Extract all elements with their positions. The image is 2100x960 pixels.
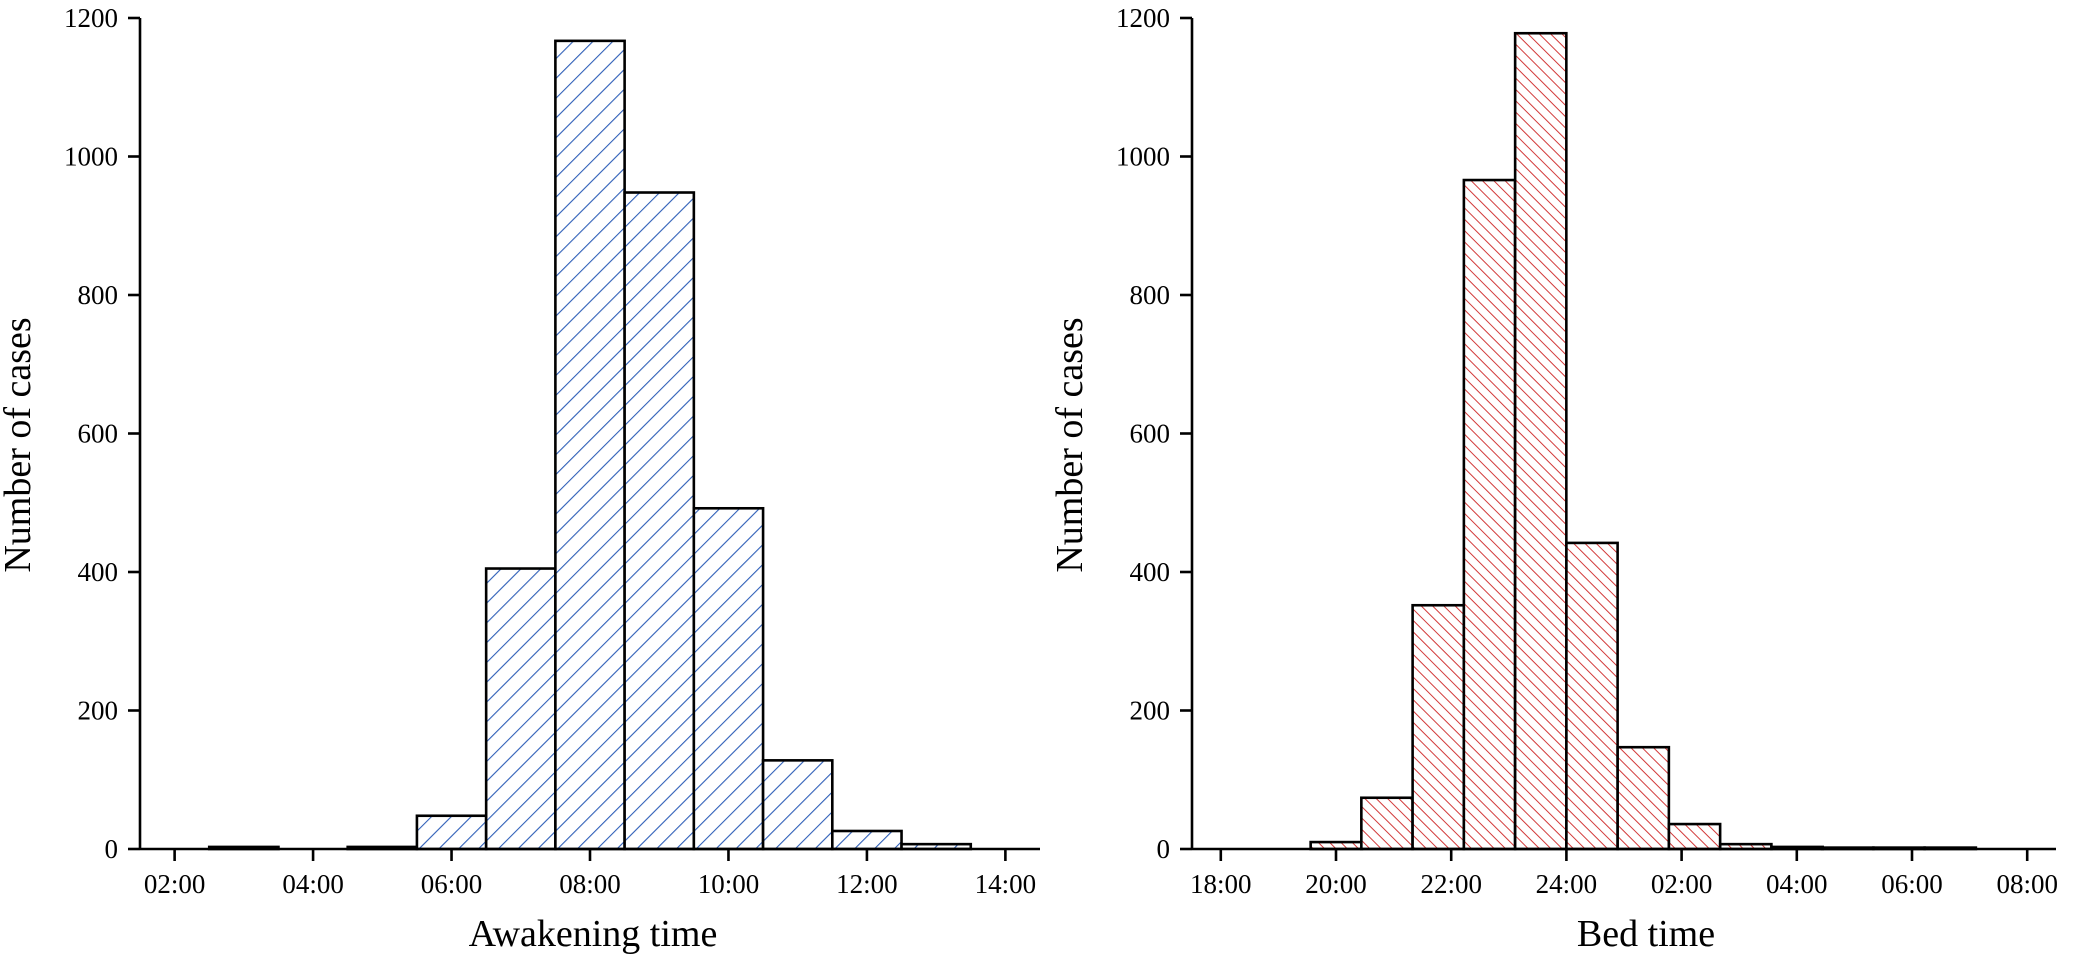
x-tick-label: 14:00	[975, 869, 1037, 899]
awakening-time-histogram: Awakening time Number of cases 0 200 400 60…	[0, 3, 1040, 955]
y-axis-title: Number of cases	[0, 317, 39, 572]
y-tick-label: 400	[1130, 557, 1171, 587]
x-tick-label: 24:00	[1536, 869, 1598, 899]
y-tick-label: 0	[1157, 834, 1171, 864]
x-tick-label: 06:00	[1881, 869, 1943, 899]
histogram-bar	[623, 191, 696, 851]
histogram-bar	[415, 814, 488, 851]
x-tick-label: 04:00	[1766, 869, 1828, 899]
bars	[207, 39, 973, 851]
y-tick-label: 0	[105, 834, 119, 864]
y-tick-label: 200	[1130, 696, 1171, 726]
x-tick-label: 02:00	[1651, 869, 1713, 899]
y-tick-label: 1200	[64, 3, 118, 33]
histogram-bar	[1360, 796, 1414, 851]
x-axis-title: Bed time	[1577, 913, 1715, 955]
histogram-bar	[1616, 745, 1671, 851]
y-tick-label: 400	[78, 557, 119, 587]
y-tick-label: 1000	[64, 142, 118, 172]
y-tick-label: 1200	[1116, 3, 1170, 33]
y-axis-title: Number of cases	[1049, 317, 1091, 572]
bed-time-histogram: Bed time Number of cases 0 200 400 600 800 10…	[1049, 3, 2058, 955]
y-tick-label: 1000	[1116, 142, 1170, 172]
x-tick-label: 22:00	[1420, 869, 1482, 899]
y-tick-label: 600	[78, 419, 119, 449]
histogram-bar	[692, 506, 765, 851]
x-tick-label: 12:00	[836, 869, 898, 899]
bars	[1309, 31, 1978, 851]
histogram-bar	[1411, 603, 1466, 851]
y-tick-label: 800	[1130, 280, 1171, 310]
histogram-bar	[1462, 178, 1517, 851]
y-tick-label: 600	[1130, 419, 1171, 449]
x-tick-label: 04:00	[282, 869, 344, 899]
y-tick-label: 800	[78, 280, 119, 310]
histogram-bar	[761, 759, 834, 851]
histogram-bar	[831, 829, 903, 851]
histogram-bar	[1513, 31, 1568, 851]
x-tick-label: 10:00	[698, 869, 760, 899]
histogram-bar	[554, 39, 626, 851]
histogram-bar	[484, 567, 557, 851]
x-tick-label: 02:00	[144, 869, 206, 899]
x-tick-label: 20:00	[1305, 869, 1367, 899]
y-tick-label: 200	[78, 696, 119, 726]
x-tick-label: 06:00	[421, 869, 483, 899]
histogram-bar	[1667, 822, 1722, 851]
x-tick-label: 08:00	[559, 869, 621, 899]
x-tick-label: 08:00	[1996, 869, 2058, 899]
x-tick-label: 18:00	[1190, 869, 1252, 899]
x-axis-title: Awakening time	[469, 913, 718, 955]
histogram-bar	[1565, 541, 1619, 851]
